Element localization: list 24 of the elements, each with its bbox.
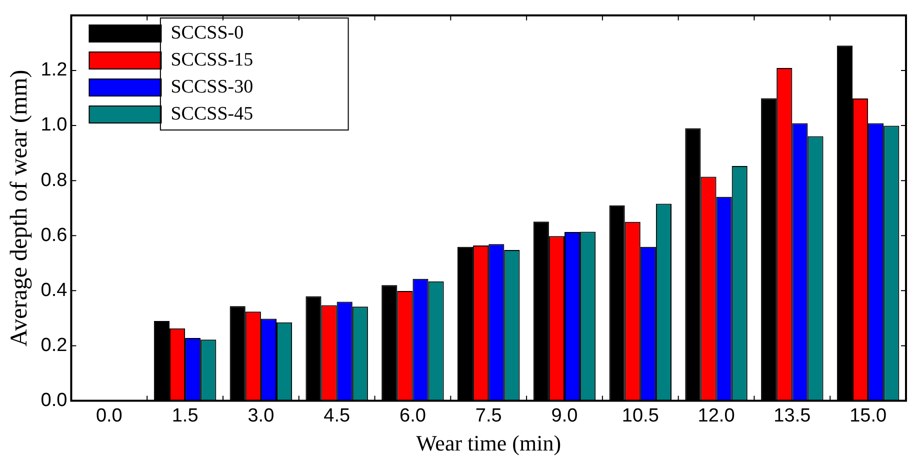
x-tick-label: 6.0 (400, 405, 426, 426)
x-tick-label: 10.5 (622, 405, 659, 426)
legend-label: SCCSS-0 (170, 22, 244, 44)
y-tick-label: 0.0 (40, 390, 68, 412)
x-tick-label: 9.0 (551, 405, 578, 426)
x-tick-label: 13.5 (774, 405, 811, 426)
y-tick-label: 1.2 (40, 60, 68, 81)
x-tick-label: 4.5 (324, 405, 350, 426)
x-tick-label: 3.0 (248, 405, 274, 426)
x-tick-label: 1.5 (172, 405, 198, 426)
y-tick-label: 0.4 (40, 280, 68, 301)
y-axis-title: Average depth of wear (mm) (6, 70, 33, 346)
legend-label: SCCSS-30 (170, 76, 254, 98)
x-tick-label: 0.0 (96, 405, 122, 426)
y-tick-label: 0.6 (40, 224, 68, 246)
x-axis-title: Wear time (min) (416, 430, 562, 456)
y-tick-label: 0.2 (40, 334, 68, 356)
y-tick-label: 1.0 (40, 114, 68, 136)
legend-label: SCCSS-15 (170, 49, 254, 70)
legend-label: SCCSS-45 (170, 103, 254, 124)
y-tick-label: 0.8 (40, 170, 68, 191)
x-tick-label: 7.5 (475, 405, 502, 426)
x-tick-label: 12.0 (698, 405, 735, 426)
x-tick-label: 15.0 (850, 405, 887, 426)
